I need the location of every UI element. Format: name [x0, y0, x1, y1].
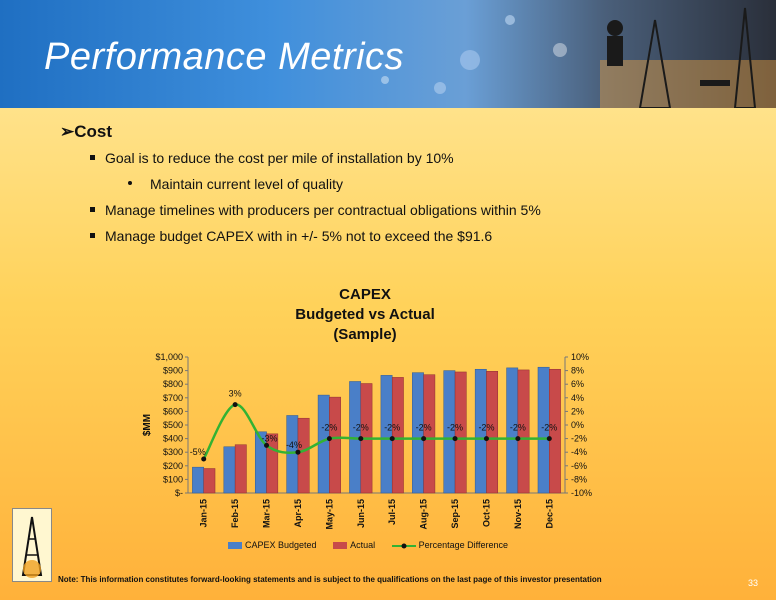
company-logo [12, 508, 52, 582]
dot-bullet-icon [128, 181, 132, 186]
square-bullet-icon [90, 154, 95, 160]
legend-item-budgeted: CAPEX Budgeted [228, 540, 317, 550]
bullet-item: Goal is to reduce the cost per mile of i… [90, 150, 454, 166]
sub-bullet-item: Maintain current level of quality [128, 176, 343, 192]
oil-derrick-icon [21, 516, 43, 578]
bullet-heading: ➢Cost [60, 122, 113, 141]
chart-title: CAPEX Budgeted vs Actual (Sample) [295, 286, 435, 343]
bullet-item: Manage timelines with producers per cont… [90, 202, 541, 218]
footnote: Note: This information constitutes forwa… [58, 575, 602, 584]
page-title: Performance Metrics [44, 36, 405, 78]
chart-legend: CAPEX Budgeted Actual Percentage Differe… [228, 540, 522, 550]
header-banner [0, 0, 776, 108]
legend-item-actual: Actual [333, 540, 375, 550]
legend-swatch [228, 542, 242, 550]
legend-swatch [333, 542, 348, 550]
legend-item-percentage: Percentage Difference [391, 540, 508, 550]
header-decoration [381, 7, 776, 108]
bullet-item: Manage budget CAPEX with in +/- 5% not t… [90, 228, 492, 244]
content-area [0, 108, 776, 600]
page-number: 33 [748, 578, 759, 588]
arrow-bullet-icon: ➢ [60, 122, 75, 141]
legend-line-swatch [391, 543, 416, 549]
square-bullet-icon [90, 232, 95, 238]
square-bullet-icon [90, 206, 95, 212]
